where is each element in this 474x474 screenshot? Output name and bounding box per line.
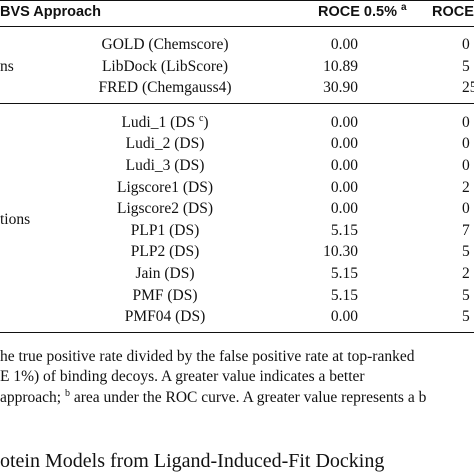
method-name: FRED (Chemgauss4) <box>98 79 232 97</box>
roce05-cell: 0.00 <box>330 113 358 131</box>
roce1-cell: 0 <box>462 36 470 53</box>
roce05-cell: 30.90 <box>323 79 358 97</box>
roce1-cell: 5 <box>462 243 470 261</box>
roce05-cell: 0.00 <box>330 178 358 196</box>
roce05-cell: 0.00 <box>330 36 358 53</box>
group-rule <box>0 331 474 333</box>
roce05-cell: 5.15 <box>330 265 358 282</box>
roce05-cell: 0.00 <box>330 157 358 174</box>
roce1-cell: 2 <box>462 265 470 282</box>
header-approach: BVS Approach <box>0 4 101 20</box>
footnote-line: approach; b area under the ROC curve. A … <box>0 388 426 408</box>
method-name: PLP1 (DS) <box>130 221 200 239</box>
method-cell: PLP2 (DS) <box>131 243 199 261</box>
footnote-text: he true positive rate divided by the fal… <box>0 347 415 365</box>
group-label: ns <box>0 57 14 75</box>
roce05-cell: 0.00 <box>330 200 358 218</box>
top-rule <box>0 0 474 1</box>
roce05-cell: 10.30 <box>323 243 358 261</box>
roce1-cell: 25 <box>462 79 474 97</box>
method-name: Jain (DS) <box>135 265 195 282</box>
group-label: tions <box>0 211 31 228</box>
roce1-cell: 2 <box>462 178 470 196</box>
method-name: GOLD (Chemscore) <box>101 36 229 53</box>
method-cell: PMF04 (DS) <box>125 308 206 326</box>
roce1-cell: 0 <box>462 135 470 153</box>
method-cell: Ligscore1 (DS) <box>117 179 213 197</box>
method-cell: LibDock (LibScore) <box>102 58 228 76</box>
footnote-text: E 1%) of binding decoys. A greater value… <box>0 368 365 386</box>
header-roce05: ROCE 0.5% a <box>318 3 407 21</box>
method-name: Ligscore2 (DS) <box>117 200 213 218</box>
method-sup: c <box>198 112 204 124</box>
section-heading: otein Models from Ligand-Induced-Fit Doc… <box>0 450 385 472</box>
roce1-cell: 5 <box>462 308 470 326</box>
footnote-text: approach; <box>0 388 65 406</box>
header-roce1: ROCE <box>432 4 474 20</box>
method-name: PLP2 (DS) <box>130 243 200 261</box>
footnote-mark: a <box>401 2 407 14</box>
group-rule <box>0 102 474 104</box>
roce1-cell: 0 <box>462 157 470 174</box>
footnote-text: area under the ROC curve. A greater valu… <box>69 388 427 406</box>
roce05-cell: 5.15 <box>330 286 358 304</box>
roce05-cell: 0.00 <box>330 308 358 326</box>
method-cell: Ludi_3 (DS) <box>126 157 205 175</box>
roce1-cell: 0 <box>462 113 470 131</box>
roce1-cell: 5 <box>462 57 470 75</box>
method-end: ) <box>203 113 209 131</box>
method-cell: FRED (Chemgauss4) <box>98 79 231 97</box>
footnote-mark: b <box>64 387 70 399</box>
roce1-cell: 5 <box>462 286 470 304</box>
method-cell: Ligscore2 (DS) <box>117 200 213 218</box>
roce05-cell: 10.89 <box>323 57 358 75</box>
method-name: Ludi_3 (DS) <box>125 157 205 174</box>
header-rule <box>0 26 474 27</box>
method-name: PMF04 (DS) <box>124 308 206 326</box>
method-name: PMF (DS) <box>132 286 198 304</box>
method-name: Ligscore1 (DS) <box>117 178 213 196</box>
method-cell: GOLD (Chemscore) <box>102 36 229 54</box>
method-cell: Jain (DS) <box>136 265 195 283</box>
method-cell: Ludi_1 (DS c) <box>121 112 209 132</box>
roce1-cell: 7 <box>462 221 470 239</box>
method-cell: Ludi_2 (DS) <box>126 135 205 153</box>
footnote-line: he true positive rate divided by the fal… <box>0 347 414 367</box>
method-name: LibDock (LibScore) <box>101 57 229 75</box>
roce05-cell: 0.00 <box>330 135 358 153</box>
roce1-cell: 0 <box>462 200 470 218</box>
roce05-cell: 5.15 <box>330 221 358 239</box>
method-cell: PLP1 (DS) <box>131 222 199 240</box>
footnote-line: E 1%) of binding decoys. A greater value… <box>0 367 365 387</box>
method-cell: PMF (DS) <box>132 287 197 305</box>
method-name: Ludi_1 (DS <box>121 113 196 131</box>
method-name: Ludi_2 (DS) <box>125 135 205 153</box>
header-text: ROCE 0.5% <box>318 4 397 20</box>
